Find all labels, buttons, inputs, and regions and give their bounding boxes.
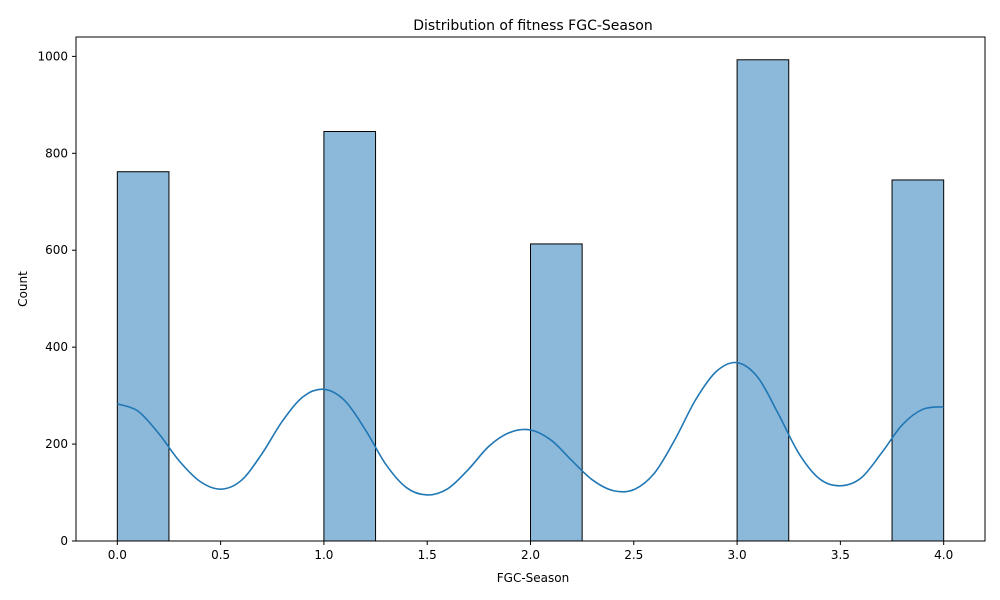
y-tick-label: 600 [45, 243, 68, 257]
x-tick-label: 3.0 [728, 548, 747, 562]
y-tick-label: 200 [45, 437, 68, 451]
chart-title: Distribution of fitness FGC-Season [413, 18, 652, 34]
x-tick-label: 0.5 [211, 548, 230, 562]
histogram-bar-3 [736, 59, 790, 542]
x-axis-label: FGC-Season [497, 571, 569, 585]
histogram-bar-1 [323, 131, 377, 542]
y-tick-label: 0 [60, 534, 68, 548]
x-axis: 0.0 0.5 1.0 1.5 2.0 2.5 3.0 3.5 4.0 [108, 541, 953, 562]
y-tick-label: 400 [45, 340, 68, 354]
kde-line [117, 361, 944, 496]
x-tick-label: 3.5 [831, 548, 850, 562]
x-tick-label: 4.0 [934, 548, 953, 562]
x-tick-label: 1.0 [314, 548, 333, 562]
x-tick-label: 2.5 [624, 548, 643, 562]
histogram-bar-2 [530, 243, 583, 542]
y-tick-label: 800 [45, 146, 68, 160]
histogram-bars [116, 59, 945, 542]
histogram-bar-4 [891, 179, 945, 542]
y-axis-label: Count [16, 271, 30, 307]
histogram-bar-0 [116, 171, 170, 542]
x-tick-label: 2.0 [521, 548, 540, 562]
y-tick-label: 1000 [37, 49, 68, 63]
y-axis: 0 200 400 600 800 1000 [37, 49, 76, 548]
x-tick-label: 0.0 [108, 548, 127, 562]
x-tick-label: 1.5 [418, 548, 437, 562]
